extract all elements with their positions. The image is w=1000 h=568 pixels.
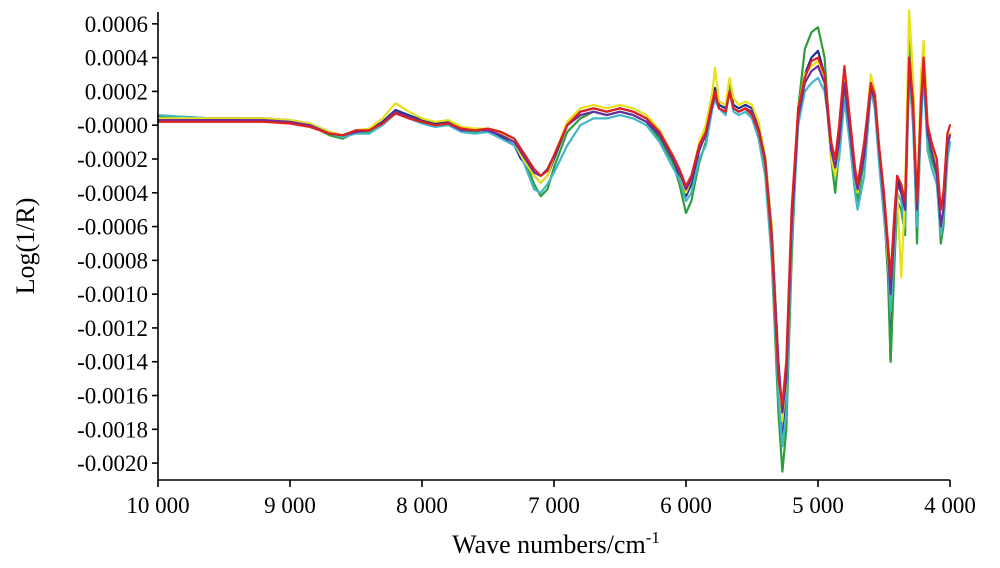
spectrum-series-line-5 bbox=[156, 65, 952, 414]
x-tick-label: 7 000 bbox=[528, 493, 580, 518]
x-tick-label: 10 000 bbox=[126, 493, 189, 518]
x-tick-label: 4 000 bbox=[924, 493, 976, 518]
y-tick-label: -0.0020 bbox=[77, 451, 148, 476]
y-tick-label: 0.0002 bbox=[85, 79, 148, 104]
series-layer bbox=[156, 9, 952, 473]
y-axis-title: Log(1/R) bbox=[11, 198, 40, 295]
spectrum-series-line-4 bbox=[156, 9, 952, 422]
y-tick-label: -0.0002 bbox=[77, 147, 148, 172]
y-tick-label: -0.0010 bbox=[77, 282, 148, 307]
x-tick-label: 6 000 bbox=[660, 493, 712, 518]
y-tick-label: -0.0006 bbox=[77, 215, 148, 240]
x-tick-label: 5 000 bbox=[792, 493, 844, 518]
x-axis-title-superscript: -1 bbox=[646, 528, 660, 547]
x-axis-title: Wave numbers/cm-1 bbox=[452, 528, 660, 559]
y-tick-label: -0.0016 bbox=[77, 384, 148, 409]
y-ticks: 0.0006 0.0004 0.0002 -0.0000 -0.0002 -0.0004 -… bbox=[77, 12, 158, 476]
y-tick-label: -0.0014 bbox=[77, 350, 148, 375]
x-tick-label: 9 000 bbox=[264, 493, 316, 518]
spectrum-series-line-1 bbox=[156, 49, 952, 448]
y-tick-label: -0.0004 bbox=[77, 181, 148, 206]
y-tick-label: 0.0004 bbox=[85, 46, 149, 71]
axes-layer bbox=[157, 12, 950, 481]
x-ticks: 10 000 9 000 8 000 7 000 6 000 5 000 4 000 bbox=[126, 480, 976, 518]
spectrum-series-line-3 bbox=[156, 73, 952, 448]
spectrum-series-line-6 bbox=[156, 56, 952, 406]
y-tick-label: 0.0006 bbox=[85, 12, 148, 37]
y-tick-label: -0.0000 bbox=[77, 113, 148, 138]
x-tick-label: 8 000 bbox=[396, 493, 448, 518]
y-tick-label: -0.0018 bbox=[77, 417, 148, 442]
y-tick-label: -0.0008 bbox=[77, 248, 148, 273]
x-axis-title-text: Wave numbers/cm bbox=[452, 530, 646, 559]
spectrum-series-line-2 bbox=[156, 26, 952, 473]
y-tick-label: -0.0012 bbox=[77, 316, 148, 341]
